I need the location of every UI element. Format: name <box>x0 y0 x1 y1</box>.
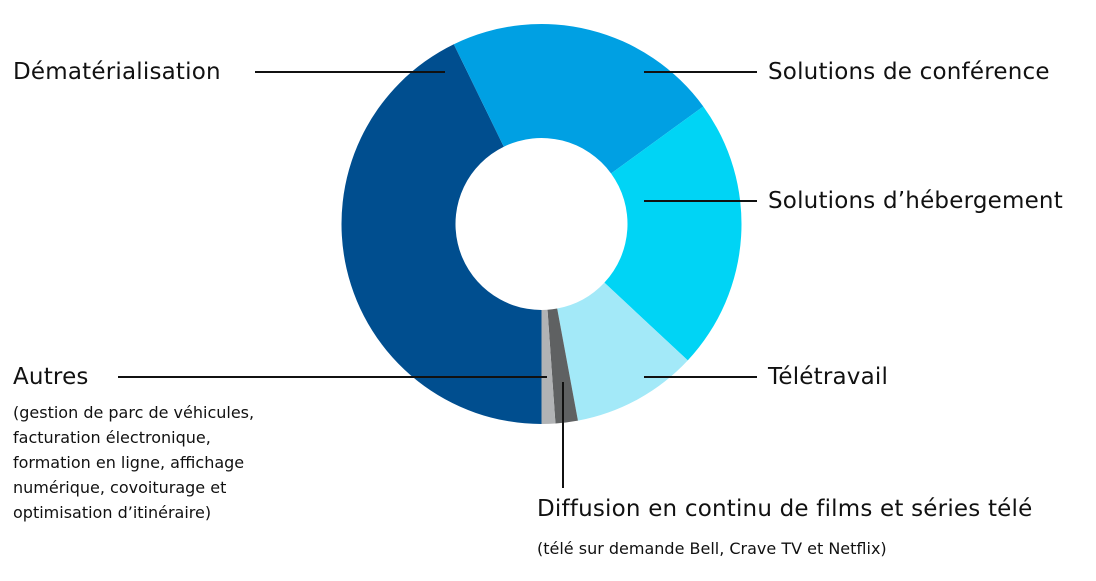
slice-teletravail <box>557 282 688 421</box>
slice-diffusion <box>547 308 578 424</box>
label-hebergement: Solutions d’hébergement <box>768 188 1063 214</box>
label-conference: Solutions de conférence <box>768 59 1050 85</box>
label-autres-detail: (gestion de parc de véhicules, facturati… <box>13 400 254 525</box>
leader-line-demat <box>255 71 445 73</box>
slice-hebergement <box>604 106 742 361</box>
slice-demat <box>341 44 542 425</box>
autres-detail-line: (gestion de parc de véhicules, <box>13 403 255 422</box>
autres-detail-line: formation en ligne, affichage <box>13 453 245 472</box>
slice-conference <box>453 24 704 174</box>
leader-line-conference <box>644 71 757 73</box>
label-demat: Dématérialisation <box>13 59 221 85</box>
leader-line-diffusion <box>562 382 564 488</box>
autres-detail-line: numérique, covoiturage et <box>13 478 227 497</box>
autres-detail-line: facturation électronique, <box>13 428 211 447</box>
slice-autres <box>541 309 556 424</box>
leader-line-hebergement <box>644 200 757 202</box>
autres-detail-line: optimisation d’itinéraire) <box>13 503 212 522</box>
leader-line-teletravail <box>644 376 757 378</box>
label-autres: Autres <box>13 364 89 390</box>
label-diffusion-detail: (télé sur demande Bell, Crave TV et Netf… <box>537 539 887 558</box>
leader-line-autres <box>118 376 547 378</box>
label-teletravail: Télétravail <box>768 364 889 390</box>
label-diffusion: Diffusion en continu de films et séries … <box>537 496 1033 522</box>
